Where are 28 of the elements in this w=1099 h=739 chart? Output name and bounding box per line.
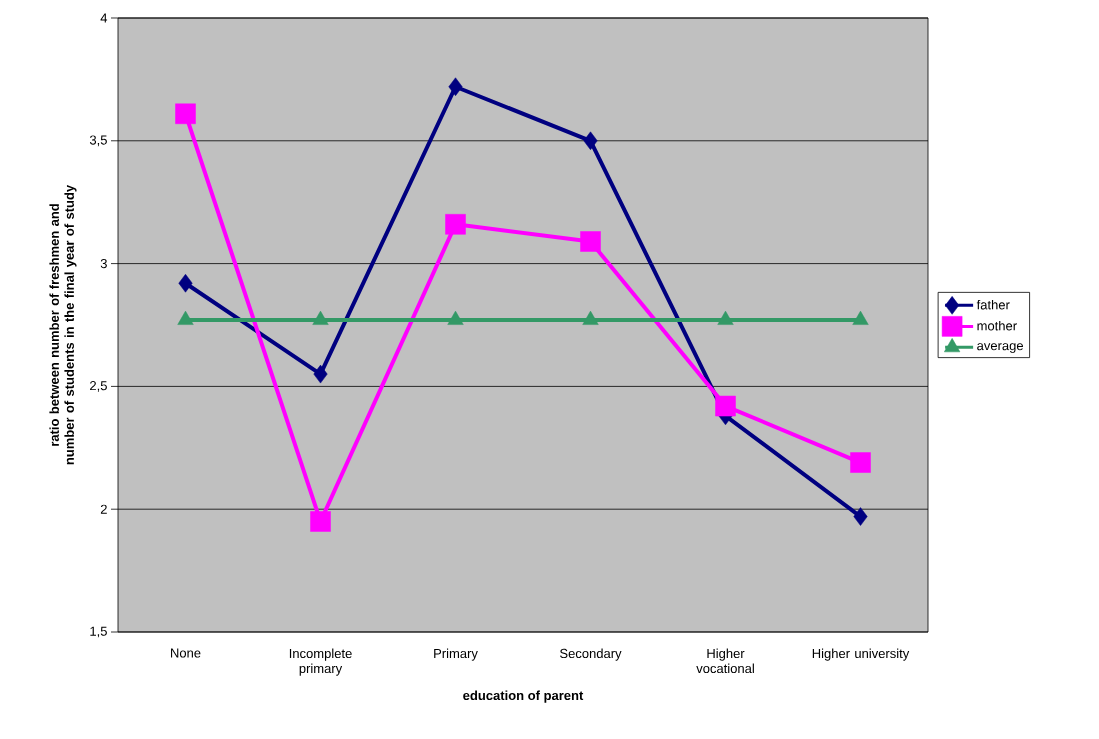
y-tick-label: 1,5 xyxy=(90,626,107,638)
y-tick-label: 2 xyxy=(100,504,107,514)
y-tick-label: 3 xyxy=(100,258,107,269)
point xyxy=(178,273,193,293)
x-tick-label: Higher university xyxy=(812,648,910,661)
point xyxy=(715,395,736,417)
y-tick-label: 4 xyxy=(100,13,108,23)
y-tick-label: 3,5 xyxy=(89,135,107,147)
point xyxy=(850,452,871,473)
point xyxy=(175,103,196,125)
point xyxy=(313,364,328,384)
y-tick-label: 2,5 xyxy=(90,381,107,392)
point xyxy=(853,507,868,526)
point xyxy=(448,77,463,97)
x-tick-label: Incomplete primary xyxy=(289,648,352,676)
x-tick-label: Primary xyxy=(434,648,478,661)
point xyxy=(583,131,598,151)
x-axis-title: education of parent xyxy=(463,690,584,703)
legend-label: mother xyxy=(977,320,1017,331)
point xyxy=(310,511,331,532)
point xyxy=(445,214,466,235)
legend-label: father xyxy=(976,299,1010,310)
legend-label: average xyxy=(977,343,1024,353)
x-tick-label: Higher vocational xyxy=(696,648,754,674)
x-tick-label: None xyxy=(171,648,201,658)
y-axis-title: ratio between number of freshmen and number of students in the final year of study xyxy=(49,184,77,465)
x-tick-label: Secondary xyxy=(560,648,622,661)
point xyxy=(580,231,601,252)
